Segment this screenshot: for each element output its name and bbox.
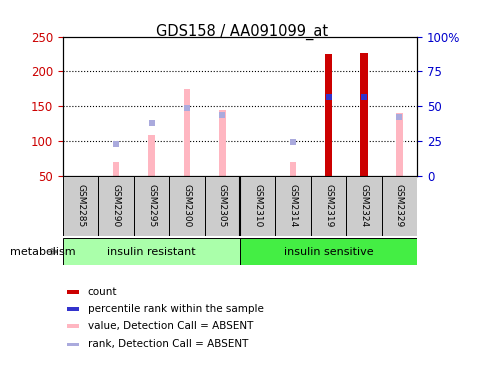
Text: GSM2324: GSM2324 (359, 184, 368, 227)
Text: GSM2310: GSM2310 (253, 184, 262, 228)
Bar (204, 176, 240, 236)
Bar (219, 109, 225, 176)
Text: GSM2314: GSM2314 (288, 184, 297, 228)
Bar (240, 176, 275, 236)
Bar (66, 324, 79, 328)
Text: insulin resistant: insulin resistant (107, 247, 196, 257)
Text: GSM2290: GSM2290 (111, 184, 121, 228)
Bar (98, 176, 134, 236)
Bar (346, 176, 381, 236)
Bar (275, 176, 310, 236)
Text: GSM2329: GSM2329 (394, 184, 403, 228)
Text: GSM2300: GSM2300 (182, 184, 191, 228)
Bar (134, 176, 169, 236)
Bar (113, 162, 119, 176)
Bar (63, 176, 98, 236)
Bar (324, 54, 332, 176)
Bar (66, 290, 79, 294)
Text: GSM2305: GSM2305 (217, 184, 227, 228)
Bar (310, 176, 346, 236)
Text: count: count (88, 287, 117, 297)
Bar (63, 238, 240, 265)
Text: GSM2319: GSM2319 (323, 184, 333, 228)
Bar (169, 176, 204, 236)
Text: rank, Detection Call = ABSENT: rank, Detection Call = ABSENT (88, 339, 248, 349)
Text: GSM2295: GSM2295 (147, 184, 156, 228)
Bar (66, 343, 79, 346)
Bar (148, 135, 154, 176)
Text: insulin sensitive: insulin sensitive (283, 247, 373, 257)
Text: GSM2285: GSM2285 (76, 184, 85, 228)
Bar (66, 307, 79, 311)
Text: value, Detection Call = ABSENT: value, Detection Call = ABSENT (88, 321, 253, 331)
Bar (395, 113, 402, 176)
Text: percentile rank within the sample: percentile rank within the sample (88, 304, 263, 314)
Bar (183, 89, 190, 176)
Bar (381, 176, 416, 236)
Bar (289, 162, 296, 176)
Text: metabolism: metabolism (10, 247, 75, 257)
Bar (359, 53, 367, 176)
Bar (240, 238, 416, 265)
Text: GDS158 / AA091099_at: GDS158 / AA091099_at (156, 24, 328, 40)
